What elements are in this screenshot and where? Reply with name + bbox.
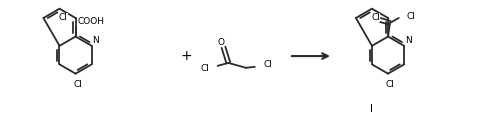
Text: COOH: COOH (78, 17, 104, 26)
Text: Cl: Cl (73, 80, 82, 89)
Text: Cl: Cl (263, 60, 272, 69)
Text: Cl: Cl (201, 64, 210, 73)
Text: +: + (181, 49, 192, 63)
Text: Cl: Cl (385, 80, 395, 89)
Text: I: I (370, 104, 373, 114)
Text: O: O (373, 13, 380, 21)
Text: Cl: Cl (371, 13, 380, 23)
Text: Cl: Cl (407, 12, 416, 21)
Text: Cl: Cl (59, 13, 68, 23)
Text: N: N (405, 36, 412, 45)
Text: N: N (93, 36, 99, 45)
Text: O: O (217, 38, 224, 47)
